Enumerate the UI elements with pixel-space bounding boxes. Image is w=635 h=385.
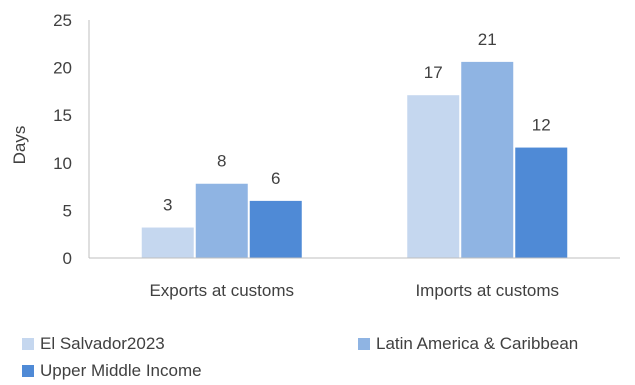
legend-swatch (358, 338, 370, 350)
bar (249, 200, 302, 258)
data-label: 3 (163, 196, 172, 215)
y-axis-title: Days (10, 126, 29, 165)
y-axis: 0 5 10 15 20 25 (53, 11, 90, 268)
y-tick-label: 5 (63, 201, 72, 220)
y-tick-label: 10 (53, 154, 72, 173)
bar (407, 95, 460, 258)
x-axis: Exports at customs Imports at customs (89, 257, 620, 300)
data-label: 6 (271, 169, 280, 188)
legend-item-upper-middle-income: Upper Middle Income (22, 361, 202, 381)
y-tick-label: 15 (53, 106, 72, 125)
data-label: 21 (478, 30, 497, 49)
legend-label: Latin America & Caribbean (376, 334, 579, 353)
legend-swatch (22, 338, 34, 350)
bars: 3 8 6 17 21 12 (141, 30, 568, 258)
bar (141, 227, 194, 258)
data-label: 12 (532, 116, 551, 135)
legend-label: Upper Middle Income (40, 361, 202, 380)
x-category-label: Imports at customs (415, 281, 559, 300)
y-tick-label: 0 (63, 249, 72, 268)
legend-item-el-salvador: El Salvador2023 (22, 334, 165, 354)
legend-swatch (22, 365, 34, 377)
bar (461, 61, 514, 258)
x-category-label: Exports at customs (149, 281, 294, 300)
legend-item-latin-america: Latin America & Caribbean (358, 334, 578, 354)
data-label: 8 (217, 152, 226, 171)
y-tick-label: 20 (53, 59, 72, 78)
bar (195, 183, 248, 258)
bar-chart: 0 5 10 15 20 25 3 8 6 17 21 12 Exports at customs I… (10, 11, 620, 300)
legend-label: El Salvador2023 (40, 334, 165, 353)
y-tick-label: 25 (53, 11, 72, 30)
bar (515, 147, 568, 258)
data-label: 17 (424, 63, 443, 82)
